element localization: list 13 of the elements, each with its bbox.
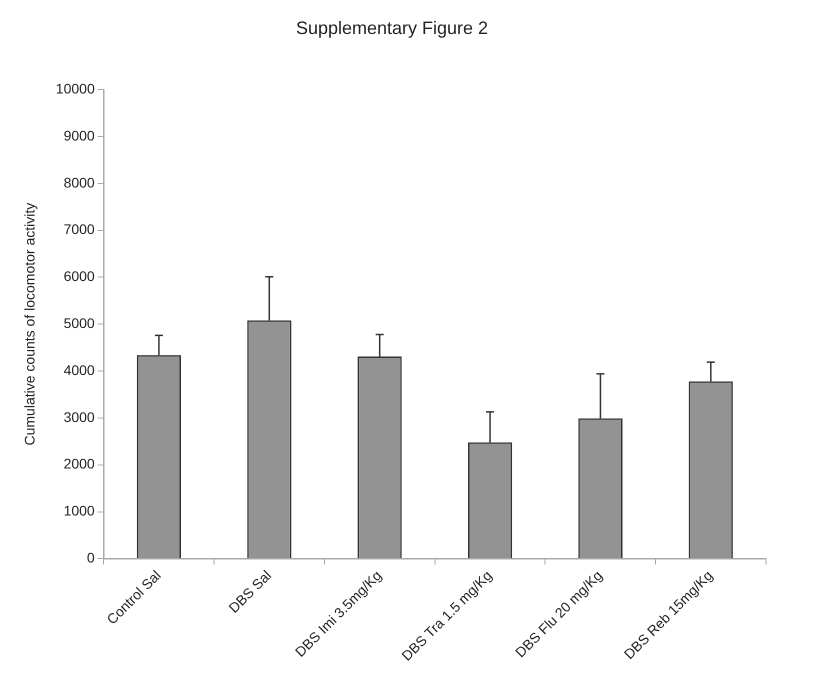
y-tick-label: 9000	[64, 127, 95, 144]
y-tick-label: 5000	[64, 314, 95, 331]
y-tick-label: 7000	[64, 221, 95, 238]
y-tick-label: 6000	[64, 268, 95, 284]
y-tick-label: 10000	[56, 80, 95, 96]
y-tick-label: 1000	[64, 502, 95, 519]
y-tick-label: 8000	[64, 174, 95, 190]
chart-title: Supplementary Figure 2	[296, 18, 488, 38]
y-tick-label: 0	[86, 550, 95, 566]
y-tick-label: 3000	[64, 408, 95, 425]
y-tick-label: 2000	[64, 456, 95, 472]
y-axis-title: Cumulative counts of locomotor activity	[21, 202, 38, 446]
y-tick-label: 4000	[64, 362, 95, 378]
